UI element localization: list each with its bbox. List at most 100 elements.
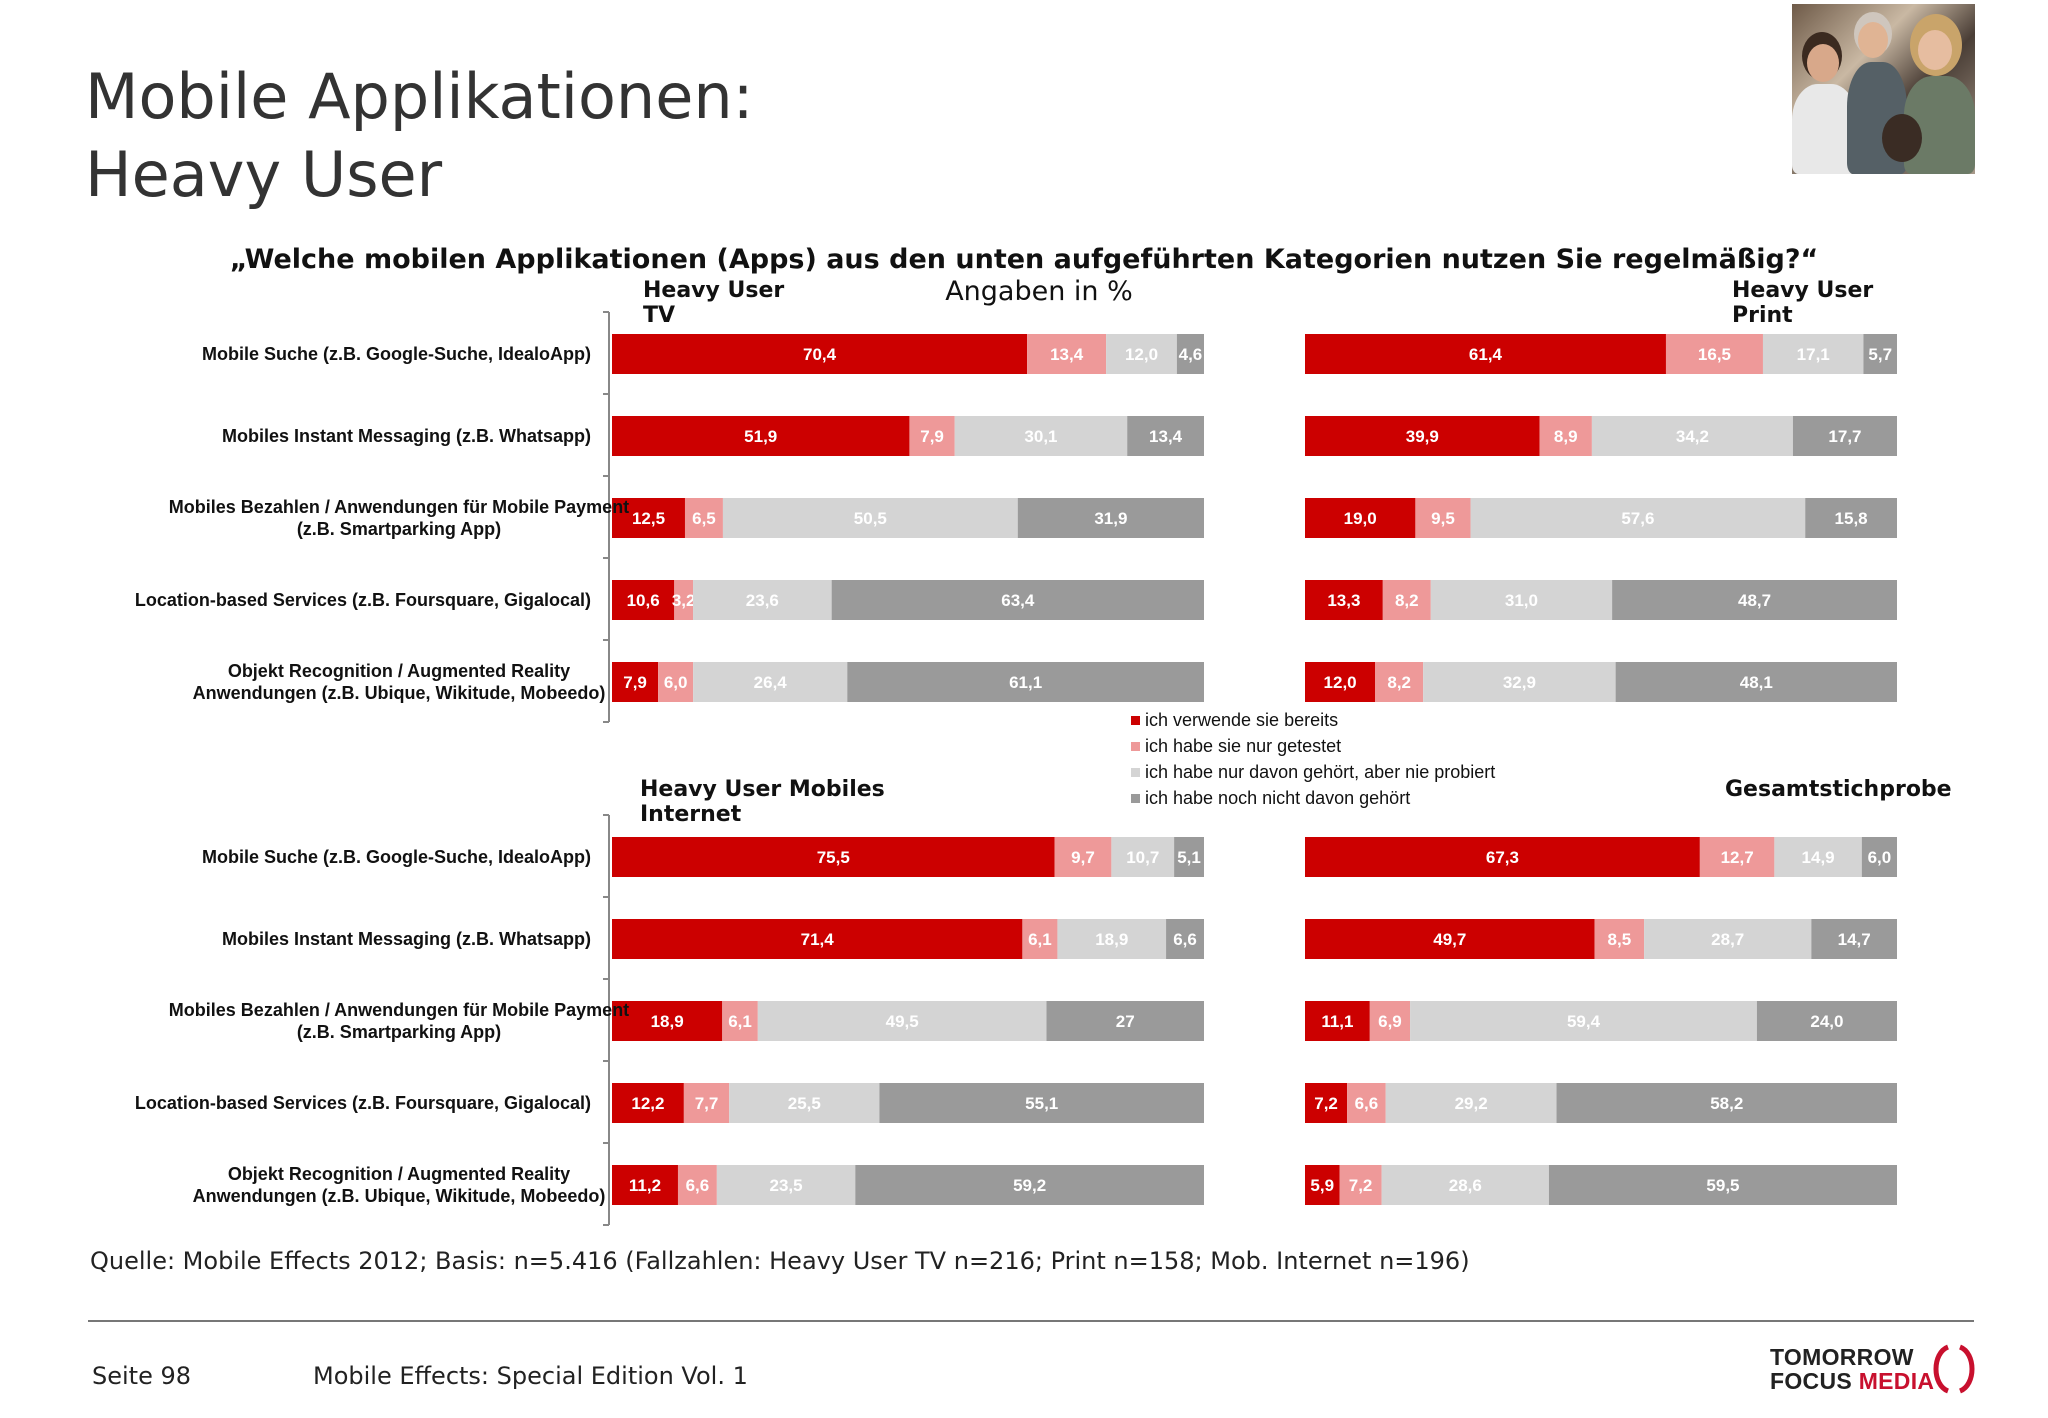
bar-segment-verwende bbox=[612, 919, 1023, 959]
bar-segment-gehoert bbox=[757, 1001, 1047, 1041]
bar-segment-getestet bbox=[909, 416, 955, 456]
data-label: 17,1 bbox=[1797, 345, 1830, 364]
legend-item-verwende: ich verwende sie bereits bbox=[1131, 707, 1495, 733]
bar-segment-getestet bbox=[1539, 416, 1592, 456]
data-label: 48,7 bbox=[1738, 591, 1771, 610]
bar-segment-verwende bbox=[1305, 662, 1376, 702]
bar-segment-verwende bbox=[1305, 1165, 1340, 1205]
data-label: 12,0 bbox=[1324, 673, 1357, 692]
data-label: 63,4 bbox=[1001, 591, 1035, 610]
bar-segment-verwende bbox=[612, 580, 675, 620]
bar-segment-getestet bbox=[1022, 919, 1058, 959]
bar-segment-verwende bbox=[612, 837, 1055, 877]
bar-segment-nicht bbox=[1756, 1001, 1897, 1041]
bar-segment-getestet bbox=[1347, 1083, 1386, 1123]
data-label: 71,4 bbox=[801, 930, 835, 949]
bar-segment-gehoert bbox=[693, 662, 848, 702]
bar-segment-getestet bbox=[1375, 662, 1424, 702]
category-label: (z.B. Smartparking App) bbox=[297, 519, 501, 539]
bar-segment-verwende bbox=[612, 662, 659, 702]
legend-item-nicht: ich habe noch nicht davon gehört bbox=[1131, 785, 1495, 811]
bar-segment-nicht bbox=[1176, 334, 1204, 374]
logo-swoosh-icon bbox=[1933, 1344, 1975, 1394]
data-label: 29,2 bbox=[1455, 1094, 1488, 1113]
bar-segment-verwende bbox=[1305, 334, 1666, 374]
logo-line1: TOMORROW bbox=[1770, 1344, 1914, 1370]
bar-segment-nicht bbox=[1863, 334, 1897, 374]
bar-segment-gehoert bbox=[1410, 1001, 1757, 1041]
data-label: 6,9 bbox=[1378, 1012, 1402, 1031]
data-label: 27 bbox=[1116, 1012, 1135, 1031]
bar-segment-verwende bbox=[612, 416, 910, 456]
data-label: 11,2 bbox=[629, 1176, 661, 1195]
bar-segment-gehoert bbox=[1057, 919, 1167, 959]
category-label: Anwendungen (z.B. Ubique, Wikitude, Mobe… bbox=[193, 1186, 606, 1206]
data-label: 55,1 bbox=[1025, 1094, 1058, 1113]
data-label: 19,0 bbox=[1344, 509, 1377, 528]
bar-segment-gehoert bbox=[1106, 334, 1177, 374]
legend-swatch bbox=[1131, 716, 1140, 725]
page-title-line1: Mobile Applikationen: bbox=[85, 60, 754, 133]
data-label: 23,5 bbox=[770, 1176, 803, 1195]
category-label: Location-based Services (z.B. Foursquare… bbox=[135, 1093, 591, 1113]
bar-segment-getestet bbox=[722, 1001, 758, 1041]
page-title-line2: Heavy User bbox=[85, 138, 443, 211]
data-label: 13,4 bbox=[1149, 427, 1183, 446]
data-label: 26,4 bbox=[754, 673, 788, 692]
data-label: 15,8 bbox=[1835, 509, 1868, 528]
category-label: (z.B. Smartparking App) bbox=[297, 1022, 501, 1042]
data-label: 12,0 bbox=[1125, 345, 1158, 364]
data-label: 28,6 bbox=[1449, 1176, 1482, 1195]
bar-segment-nicht bbox=[879, 1083, 1204, 1123]
data-label: 61,1 bbox=[1009, 673, 1042, 692]
bar-segment-gehoert bbox=[1774, 837, 1862, 877]
bar-segment-verwende bbox=[1305, 919, 1595, 959]
bar-segment-gehoert bbox=[954, 416, 1128, 456]
bar-segment-gehoert bbox=[722, 498, 1018, 538]
panel-title-mobile-internet: Heavy User Mobiles Internet bbox=[640, 777, 885, 827]
bar-segment-gehoert bbox=[1430, 580, 1613, 620]
bar-segment-nicht bbox=[1792, 416, 1897, 456]
data-label: 10,7 bbox=[1126, 848, 1159, 867]
legend-label: ich habe sie nur getestet bbox=[1145, 736, 1342, 756]
data-label: 5,7 bbox=[1868, 345, 1892, 364]
data-label: 7,7 bbox=[695, 1094, 719, 1113]
bar-segment-verwende bbox=[612, 334, 1028, 374]
data-label: 23,6 bbox=[746, 591, 779, 610]
bar-segment-nicht bbox=[855, 1165, 1204, 1205]
data-label: 8,2 bbox=[1395, 591, 1419, 610]
survey-question: „Welche mobilen Applikationen (Apps) aus… bbox=[229, 244, 1819, 275]
data-label: 18,9 bbox=[1095, 930, 1128, 949]
data-label: 3,2 bbox=[672, 591, 696, 610]
bar-segment-gehoert bbox=[1470, 498, 1806, 538]
bar-segment-getestet bbox=[1665, 334, 1763, 374]
data-label: 39,9 bbox=[1406, 427, 1439, 446]
data-label: 5,9 bbox=[1310, 1176, 1334, 1195]
legend-label: ich verwende sie bereits bbox=[1145, 710, 1339, 730]
data-label: 75,5 bbox=[817, 848, 850, 867]
legend-swatch bbox=[1131, 742, 1140, 751]
bar-segment-getestet bbox=[1369, 1001, 1411, 1041]
data-label: 6,6 bbox=[686, 1176, 710, 1195]
publication-title: Mobile Effects: Special Edition Vol. 1 bbox=[313, 1362, 748, 1390]
bar-segment-gehoert bbox=[1591, 416, 1793, 456]
data-label: 12,5 bbox=[632, 509, 665, 528]
logo-line2a: FOCUS bbox=[1770, 1368, 1859, 1394]
bar-segment-getestet bbox=[684, 498, 723, 538]
data-label: 61,4 bbox=[1469, 345, 1503, 364]
legend-swatch bbox=[1131, 794, 1140, 803]
panel-title-tv: Heavy User TV bbox=[643, 278, 785, 328]
data-label: 9,5 bbox=[1431, 509, 1455, 528]
data-label: 7,9 bbox=[623, 673, 647, 692]
bar-segment-gehoert bbox=[693, 580, 832, 620]
category-label: Objekt Recognition / Augmented Reality bbox=[228, 661, 570, 681]
bar-segment-nicht bbox=[1166, 919, 1204, 959]
data-label: 13,3 bbox=[1327, 591, 1360, 610]
bar-segment-nicht bbox=[1548, 1165, 1897, 1205]
category-label: Mobiles Bezahlen / Anwendungen für Mobil… bbox=[169, 497, 629, 517]
bar-segment-nicht bbox=[847, 662, 1204, 702]
bar-segment-nicht bbox=[1615, 662, 1897, 702]
data-label: 24,0 bbox=[1810, 1012, 1843, 1031]
bar-segment-gehoert bbox=[716, 1165, 856, 1205]
legend-item-getestet: ich habe sie nur getestet bbox=[1131, 733, 1495, 759]
